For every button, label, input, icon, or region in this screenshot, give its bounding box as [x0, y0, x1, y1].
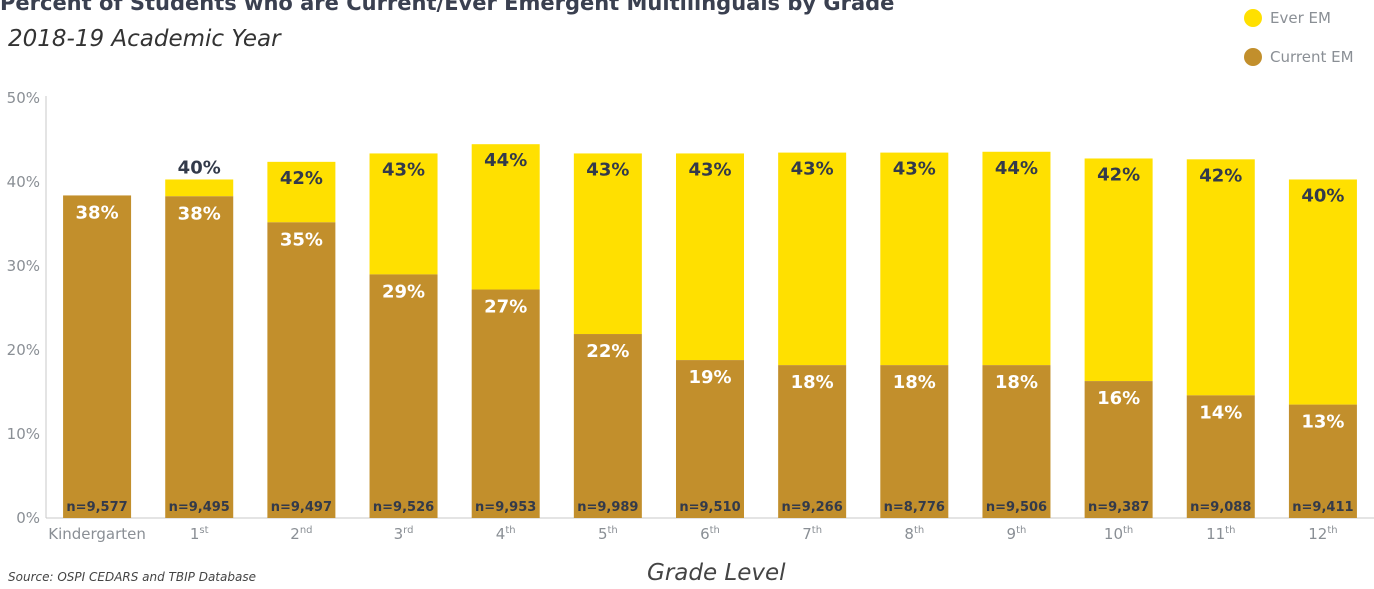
n-label: n=9,088 — [1190, 500, 1251, 515]
data-label-ever-em: 40% — [178, 157, 221, 178]
bar-current-em — [982, 365, 1051, 518]
bar-current-em — [471, 289, 540, 518]
data-label-current-em: 27% — [484, 297, 527, 318]
bar-ever-em — [1186, 159, 1255, 396]
bar-current-em — [369, 274, 438, 518]
data-label-ever-em: 40% — [1301, 185, 1344, 206]
n-label: n=9,989 — [577, 500, 638, 515]
bar-ever-em — [267, 161, 336, 223]
bar-current-em — [778, 365, 847, 518]
bar-ever-em — [471, 144, 540, 290]
y-tick-label: 30% — [7, 257, 40, 275]
x-tick-label: 10th — [1104, 525, 1133, 543]
n-label: n=9,266 — [782, 500, 843, 515]
y-tick-label: 50% — [7, 89, 40, 107]
data-label-current-em: 18% — [893, 372, 936, 393]
legend-item-ever-em: Ever EM — [1244, 8, 1354, 28]
data-label-current-em: 19% — [688, 367, 731, 388]
data-label-current-em: 29% — [382, 281, 425, 302]
x-axis-title: Grade Level — [647, 560, 786, 586]
bar-current-em — [1084, 381, 1153, 518]
n-label: n=9,953 — [475, 500, 536, 515]
chart-title: Percent of Students who are Current/Ever… — [0, 0, 895, 15]
x-tick-label: 12th — [1308, 525, 1337, 543]
x-tick-label: 8th — [904, 525, 924, 543]
data-label-current-em: 22% — [586, 341, 629, 362]
n-label: n=9,387 — [1088, 500, 1149, 515]
data-label-ever-em: 43% — [791, 159, 834, 180]
bar-current-em — [1288, 404, 1357, 518]
x-tick-label: 1st — [190, 525, 209, 543]
n-label: n=9,510 — [679, 500, 740, 515]
n-label: n=9,577 — [66, 500, 127, 515]
legend-swatch-current-em — [1244, 48, 1262, 66]
bar-current-em — [880, 365, 949, 518]
bar-ever-em — [982, 151, 1051, 366]
bar-ever-em — [165, 179, 234, 197]
data-label-current-em: 38% — [178, 203, 221, 224]
legend-item-current-em: Current EM — [1244, 47, 1354, 67]
data-label-ever-em: 43% — [382, 159, 425, 180]
x-tick-label: 6th — [700, 525, 720, 543]
data-label-ever-em: 44% — [995, 158, 1038, 179]
chart-subtitle: 2018-19 Academic Year — [8, 26, 281, 52]
x-tick-label: 11th — [1206, 525, 1235, 543]
x-tick-label: 3rd — [394, 525, 414, 543]
bar-ever-em — [1084, 158, 1153, 382]
bar-current-em — [573, 334, 642, 518]
data-label-current-em: 18% — [791, 372, 834, 393]
bar-ever-em — [676, 153, 744, 361]
y-tick-label: 10% — [7, 425, 40, 443]
data-label-ever-em: 42% — [1199, 165, 1242, 186]
x-tick-label: Kindergarten — [48, 525, 146, 543]
data-label-ever-em: 43% — [586, 159, 629, 180]
bar-ever-em — [573, 153, 642, 335]
data-label-current-em: 14% — [1199, 402, 1242, 423]
bar-current-em — [63, 195, 132, 518]
data-label-current-em: 13% — [1301, 412, 1344, 433]
y-tick-label: 40% — [7, 173, 40, 191]
data-label-ever-em: 43% — [893, 159, 936, 180]
x-tick-label: 5th — [598, 525, 618, 543]
bar-ever-em — [369, 153, 438, 275]
legend-label-current-em: Current EM — [1270, 48, 1354, 66]
bar-ever-em — [1288, 179, 1357, 405]
source-note: Source: OSPI CEDARS and TBIP Database — [8, 570, 256, 584]
data-label-ever-em: 44% — [484, 150, 527, 171]
y-tick-label: 0% — [16, 509, 40, 527]
legend-swatch-ever-em — [1244, 9, 1262, 27]
bar-current-em — [676, 360, 744, 518]
x-tick-label: 2nd — [290, 525, 312, 543]
data-label-current-em: 18% — [995, 372, 1038, 393]
data-label-ever-em: 42% — [1097, 164, 1140, 185]
x-tick-label: 4th — [496, 525, 516, 543]
bar-current-em — [1186, 395, 1255, 518]
bar-current-em — [165, 196, 234, 518]
y-tick-label: 20% — [7, 341, 40, 359]
bar-current-em — [267, 222, 336, 518]
data-label-ever-em: 43% — [688, 159, 731, 180]
legend: Ever EM Current EM — [1244, 8, 1354, 86]
data-label-current-em: 35% — [280, 229, 323, 250]
n-label: n=9,411 — [1292, 500, 1353, 515]
n-label: n=9,506 — [986, 500, 1047, 515]
n-label: n=9,526 — [373, 500, 434, 515]
n-label: n=8,776 — [884, 500, 945, 515]
legend-label-ever-em: Ever EM — [1270, 9, 1331, 27]
data-label-current-em: 16% — [1097, 388, 1140, 409]
x-tick-label: 7th — [802, 525, 822, 543]
data-label-current-em: 38% — [76, 202, 119, 223]
bar-ever-em — [880, 152, 949, 366]
data-label-ever-em: 42% — [280, 168, 323, 189]
x-tick-label: 9th — [1007, 525, 1027, 543]
bar-ever-em — [778, 152, 847, 366]
n-label: n=9,495 — [169, 500, 230, 515]
n-label: n=9,497 — [271, 500, 332, 515]
